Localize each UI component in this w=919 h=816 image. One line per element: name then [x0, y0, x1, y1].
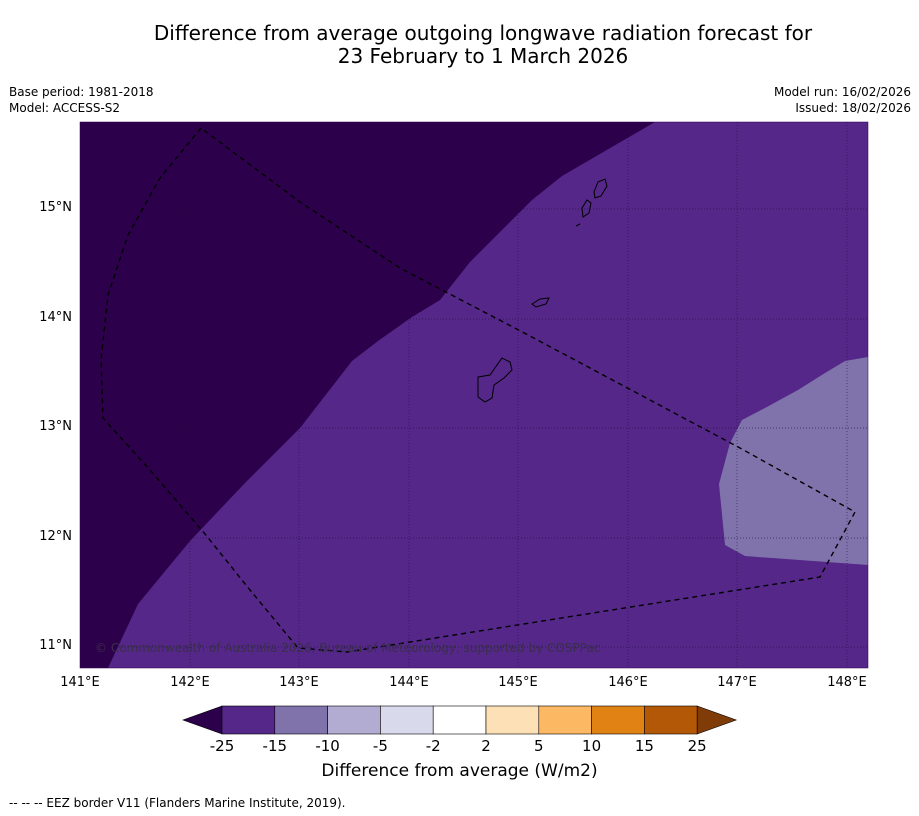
island-guam — [477, 357, 513, 403]
colorbar-title: Difference from average (W/m2) — [321, 761, 598, 781]
colorbar-segment — [644, 705, 698, 735]
model-run-text: Model run: 16/02/2026 — [773, 85, 911, 99]
lat-label-11n: 11°N — [39, 638, 72, 653]
eez-legend-footer: -- -- -- EEZ border V11 (Flanders Marine… — [9, 796, 346, 810]
meta-right: Model run: 16/02/2026 Issued: 18/02/2026 — [774, 84, 911, 116]
copyright-credit: © Commonwealth of Australia 2026, Bureau… — [95, 641, 601, 655]
colorbar-over-arrow — [696, 705, 738, 735]
colorbar-tick-label: -25 — [209, 737, 235, 755]
region-25-to-15 — [108, 122, 868, 668]
colorbar-tick-label: 2 — [481, 737, 491, 755]
island-aguijan — [575, 223, 581, 227]
colorbar-segment — [274, 705, 328, 735]
lon-label-143e: 143°E — [279, 675, 319, 690]
chart-title: Difference from average outgoing longwav… — [0, 22, 919, 68]
lat-label-13n: 13°N — [39, 419, 72, 434]
island-rota — [531, 297, 550, 308]
colorbar-tick-label: -10 — [315, 737, 340, 755]
lon-label-144e: 144°E — [389, 675, 429, 690]
island-tinian — [581, 199, 592, 218]
colorbar-tick-label: -15 — [262, 737, 288, 755]
lon-label-146e: 146°E — [608, 675, 648, 690]
colorbar-segment — [485, 705, 540, 735]
island-saipan — [593, 178, 608, 199]
map-frame — [79, 121, 869, 669]
colorbar-segment — [221, 705, 276, 735]
colorbar-segment — [380, 705, 434, 735]
lat-label-12n: 12°N — [39, 529, 72, 544]
lon-label-148e: 148°E — [827, 675, 867, 690]
colorbar-tick-label: 15 — [634, 737, 654, 755]
title-line-2: 23 February to 1 March 2026 — [337, 44, 629, 68]
model-text: Model: ACCESS-S2 — [9, 101, 121, 115]
colorbar-tick-label: 5 — [534, 737, 544, 755]
colorbar-segment — [538, 705, 592, 735]
colorbar-segment — [591, 705, 645, 735]
title-line-1: Difference from average outgoing longwav… — [153, 21, 813, 45]
colorbar-segment — [432, 705, 487, 735]
lon-label-142e: 142°E — [170, 675, 210, 690]
colorbar-under-arrow — [182, 705, 223, 735]
gridlines — [80, 122, 868, 668]
islands — [477, 178, 608, 403]
base-period-text: Base period: 1981-2018 — [9, 85, 154, 99]
eez-border — [100, 127, 856, 653]
meta-left: Base period: 1981-2018 Model: ACCESS-S2 — [9, 84, 154, 116]
colorbar — [182, 705, 738, 735]
colorbar-tick-label: -2 — [425, 737, 441, 755]
lon-label-145e: 145°E — [498, 675, 538, 690]
lat-label-15n: 15°N — [39, 200, 72, 215]
colorbar-tick-label: -5 — [372, 737, 388, 755]
lat-label-14n: 14°N — [39, 310, 72, 325]
colorbar-tick-label: 10 — [582, 737, 602, 755]
lon-label-141e: 141°E — [60, 675, 100, 690]
colorbar-segment — [327, 705, 381, 735]
lon-label-147e: 147°E — [717, 675, 757, 690]
colorbar-tick-label: 25 — [687, 737, 707, 755]
issued-text: Issued: 18/02/2026 — [795, 101, 911, 115]
region-15-to-10 — [719, 357, 868, 565]
